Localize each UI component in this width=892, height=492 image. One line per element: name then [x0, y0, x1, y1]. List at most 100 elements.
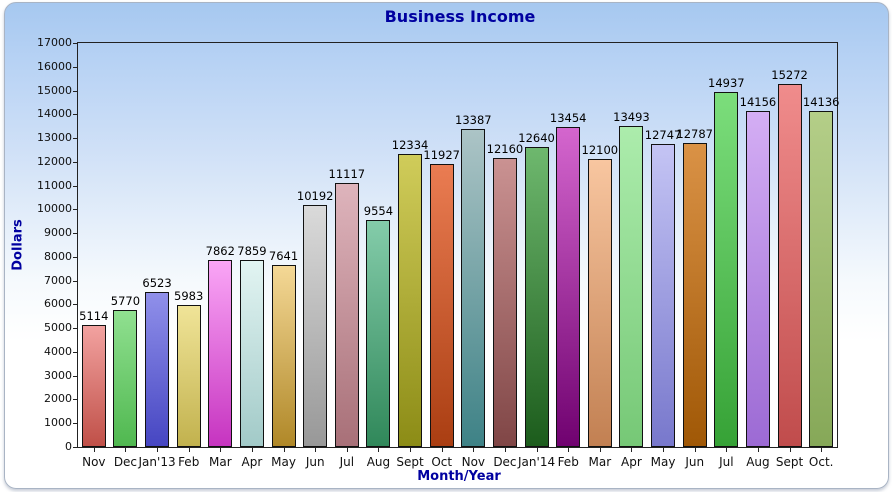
- y-tick-label: 8000: [44, 249, 72, 263]
- x-tick-label: Dec: [113, 455, 138, 469]
- bar: [366, 219, 391, 447]
- y-tick-label: 12000: [37, 154, 72, 168]
- bar: [492, 158, 517, 447]
- y-tick-label: 7000: [44, 273, 72, 287]
- bar-value-label: 9554: [363, 203, 394, 218]
- x-tick-label: Oct: [431, 455, 453, 469]
- bar-value-label: 13454: [549, 111, 587, 126]
- bar-value-label: 10192: [296, 188, 334, 203]
- y-tick-label: 5000: [44, 321, 72, 335]
- x-tick-mark: [568, 448, 570, 452]
- x-tick-label: Mar: [588, 455, 612, 469]
- x-tick-mark: [441, 448, 443, 452]
- x-tick-label: Aug: [746, 455, 770, 469]
- bar-value-label: 11117: [328, 166, 366, 181]
- y-tick-label: 9000: [44, 226, 72, 240]
- x-tick-label: May: [271, 455, 296, 469]
- bar: [176, 304, 201, 447]
- bar: [145, 291, 170, 447]
- y-tick-label: 1000: [44, 416, 72, 430]
- y-tick-label: 16000: [37, 59, 72, 73]
- bar: [398, 153, 423, 447]
- y-tick-mark: [73, 399, 77, 401]
- y-tick-label: 14000: [37, 107, 72, 121]
- bar-value-label: 5770: [110, 293, 141, 308]
- x-tick-label: May: [650, 455, 676, 469]
- y-tick-label: 10000: [37, 202, 72, 216]
- bar: [777, 84, 802, 447]
- x-tick-label: Sept: [775, 455, 804, 469]
- x-tick-label: Jun: [685, 455, 705, 469]
- x-tick-label: Sept: [396, 455, 424, 469]
- y-tick-mark: [73, 328, 77, 330]
- bar: [745, 110, 770, 447]
- y-tick-mark: [73, 233, 77, 235]
- bar-value-label: 5983: [174, 288, 204, 303]
- x-axis-title: Month/Year: [417, 469, 501, 484]
- bar-value-label: 12334: [391, 137, 429, 152]
- x-tick-label: Jan'14: [518, 455, 556, 469]
- y-tick-mark: [73, 66, 77, 68]
- bar: [714, 92, 739, 447]
- bar: [619, 126, 644, 447]
- bar: [208, 260, 233, 447]
- bar-value-label: 12747: [644, 128, 682, 143]
- y-tick-label: 2000: [44, 392, 72, 406]
- x-tick-mark: [220, 448, 222, 452]
- bar: [556, 127, 581, 447]
- y-tick-mark: [73, 375, 77, 377]
- bar: [81, 325, 106, 447]
- x-tick-label: Dec: [493, 455, 517, 469]
- bar: [334, 182, 359, 447]
- x-tick-mark: [757, 448, 759, 452]
- bar: [271, 265, 296, 447]
- x-tick-mark: [789, 448, 791, 452]
- y-tick-label: 17000: [37, 36, 72, 49]
- y-tick-label: 4000: [44, 344, 72, 358]
- bar-value-label: 6523: [142, 275, 172, 290]
- y-tick-label: 11000: [37, 178, 72, 192]
- bar-value-label: 7859: [237, 244, 267, 259]
- x-tick-mark: [93, 448, 95, 452]
- x-tick-mark: [631, 448, 633, 452]
- bar-value-label: 7862: [205, 244, 235, 259]
- x-tick-mark: [315, 448, 317, 452]
- chart-title: Business Income: [384, 7, 536, 26]
- x-tick-mark: [694, 448, 696, 452]
- bar-value-label: 12787: [676, 127, 713, 142]
- bar: [239, 260, 264, 447]
- x-tick-label: Jul: [719, 455, 734, 469]
- bar: [461, 128, 486, 447]
- y-tick-mark: [73, 185, 77, 187]
- bar-value-label: 14937: [708, 76, 745, 91]
- x-tick-mark: [410, 448, 412, 452]
- x-tick-mark: [378, 448, 380, 452]
- x-tick-mark: [821, 448, 823, 452]
- x-tick-mark: [663, 448, 665, 452]
- bar-value-label: 12160: [486, 142, 524, 157]
- x-tick-label: Feb: [178, 455, 200, 469]
- x-tick-mark: [157, 448, 159, 452]
- x-tick-mark: [188, 448, 190, 452]
- x-tick-mark: [346, 448, 348, 452]
- bar-value-label: 14156: [739, 94, 777, 109]
- x-tick-mark: [125, 448, 127, 452]
- bar-value-label: 13387: [455, 112, 492, 127]
- bar: [682, 143, 707, 447]
- y-tick-mark: [73, 423, 77, 425]
- bar: [809, 111, 834, 447]
- y-tick-mark: [73, 43, 77, 44]
- x-tick-mark: [251, 448, 253, 452]
- x-tick-mark: [599, 448, 601, 452]
- y-tick-mark: [73, 161, 77, 163]
- bar: [429, 163, 454, 447]
- bar-value-label: 7641: [268, 249, 299, 264]
- x-tick-mark: [536, 448, 538, 452]
- y-tick-mark: [73, 90, 77, 92]
- x-tick-label: Apr: [621, 455, 642, 469]
- x-tick-mark: [283, 448, 285, 452]
- y-tick-mark: [73, 209, 77, 211]
- y-tick-mark: [73, 138, 77, 140]
- x-tick-label: Jul: [339, 455, 355, 469]
